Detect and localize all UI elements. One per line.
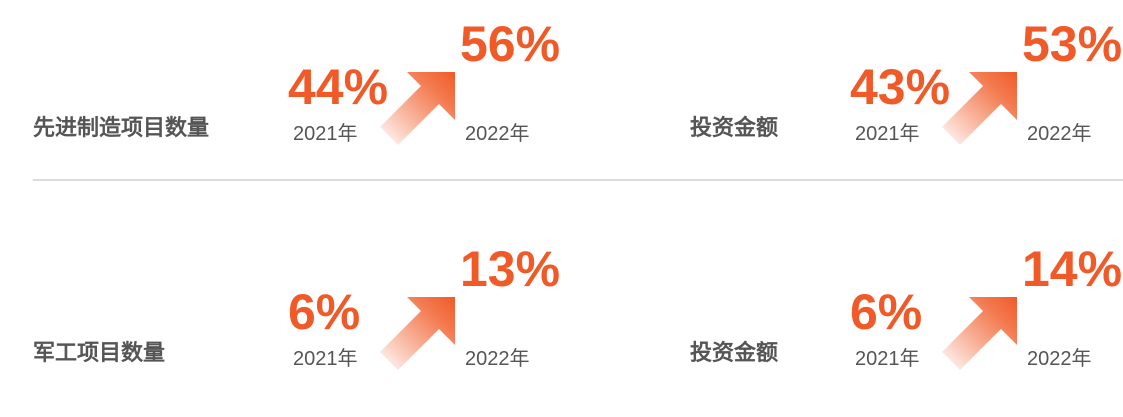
- value-2022: 13%: [460, 241, 560, 297]
- year-2022: 2022年: [465, 122, 530, 145]
- value-2022: 56%: [460, 16, 560, 72]
- value-2022: 53%: [1022, 16, 1122, 72]
- year-2021: 2021年: [855, 122, 920, 145]
- value-2021: 44%: [288, 59, 388, 115]
- year-2021: 2021年: [293, 347, 358, 370]
- value-2021: 6%: [850, 284, 922, 340]
- comparison-block: 先进制造项目数量 44% 2021年 56% 2022年: [33, 16, 560, 145]
- arrow-icon: [942, 72, 1017, 145]
- metric-label: 军工项目数量: [33, 340, 165, 365]
- year-2022: 2022年: [465, 347, 530, 370]
- value-2022: 14%: [1022, 241, 1122, 297]
- comparison-block: 投资金额 43% 2021年 53% 2022年: [690, 16, 1122, 145]
- year-2021: 2021年: [293, 122, 358, 145]
- comparison-block: 军工项目数量 6% 2021年 13% 2022年: [33, 241, 560, 370]
- metric-label: 投资金额: [690, 115, 778, 140]
- arrow-icon: [380, 297, 455, 370]
- metric-label: 先进制造项目数量: [33, 115, 209, 140]
- arrow-icon: [380, 72, 455, 145]
- value-2021: 6%: [288, 284, 360, 340]
- comparison-block: 投资金额 6% 2021年 14% 2022年: [690, 241, 1122, 370]
- year-2022: 2022年: [1027, 347, 1092, 370]
- year-2021: 2021年: [855, 347, 920, 370]
- year-2022: 2022年: [1027, 122, 1092, 145]
- metric-label: 投资金额: [690, 340, 778, 365]
- value-2021: 43%: [850, 59, 950, 115]
- arrow-icon: [942, 297, 1017, 370]
